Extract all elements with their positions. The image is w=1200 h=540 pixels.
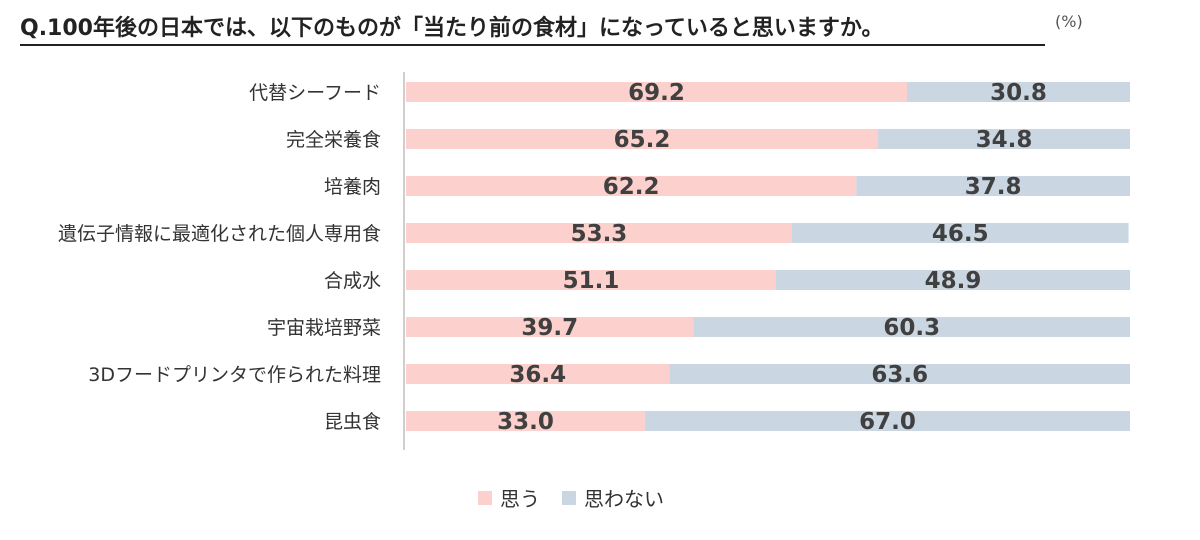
legend-swatch-agree <box>478 490 492 505</box>
bar-segment-agree <box>406 411 645 431</box>
category-label: 代替シーフード <box>249 82 381 104</box>
data-label-disagree: 48.9 <box>925 268 982 294</box>
bar-segment-agree <box>406 176 857 196</box>
data-label-disagree: 46.5 <box>932 221 989 247</box>
bar-segment-agree <box>406 364 670 384</box>
data-label-disagree: 37.8 <box>965 174 1022 200</box>
bar-segment-disagree <box>791 223 1129 243</box>
category-label: 遺伝子情報に最適化された個人専用食 <box>58 223 381 245</box>
bar-segment-disagree <box>878 129 1130 149</box>
data-label-agree: 69.2 <box>628 80 685 106</box>
data-label-agree: 65.2 <box>614 127 671 153</box>
bar-segment-agree <box>406 317 694 337</box>
bar-segment-disagree <box>669 364 1130 384</box>
category-label: 合成水 <box>324 270 381 292</box>
bar-segment-agree <box>406 129 879 149</box>
category-label: 完全栄養食 <box>286 129 381 151</box>
category-label: 3Dフードプリンタで作られた料理 <box>88 364 381 386</box>
bar-segment-disagree <box>856 176 1130 196</box>
unit-label: (%) <box>1055 12 1083 31</box>
legend-item-disagree: 思わない <box>562 483 664 512</box>
data-label-disagree: 67.0 <box>859 409 916 435</box>
bar-segment-agree <box>406 82 908 102</box>
bar-segment-disagree <box>775 270 1130 290</box>
category-label: 昆虫食 <box>324 411 381 433</box>
data-label-agree: 33.0 <box>497 409 554 435</box>
data-label-agree: 51.1 <box>563 268 620 294</box>
legend-label-agree: 思う <box>500 487 540 511</box>
data-label-agree: 53.3 <box>571 221 628 247</box>
legend-label-disagree: 思わない <box>584 487 664 511</box>
bar-segment-disagree <box>907 82 1130 102</box>
data-label-agree: 36.4 <box>509 362 566 388</box>
legend-item-agree: 思う <box>478 483 540 512</box>
bar-segment-agree <box>406 223 792 243</box>
data-label-disagree: 34.8 <box>976 127 1033 153</box>
chart-title-text: Q.100年後の日本では、以下のものが「当たり前の食材」になっていると思いますか… <box>20 10 1045 46</box>
data-label-disagree: 30.8 <box>990 80 1047 106</box>
chart-title: Q.100年後の日本では、以下のものが「当たり前の食材」になっていると思いますか… <box>20 10 1045 46</box>
data-label-agree: 39.7 <box>521 315 578 341</box>
bar-segment-disagree <box>644 411 1130 431</box>
legend-swatch-disagree <box>562 490 576 505</box>
bar-segment-agree <box>406 270 776 290</box>
category-label: 宇宙栽培野菜 <box>267 317 381 339</box>
data-label-disagree: 60.3 <box>883 315 940 341</box>
bar-segment-disagree <box>693 317 1130 337</box>
data-label-disagree: 63.6 <box>871 362 928 388</box>
data-label-agree: 62.2 <box>603 174 660 200</box>
category-label: 培養肉 <box>324 176 381 198</box>
legend: 思う 思わない <box>478 483 664 512</box>
